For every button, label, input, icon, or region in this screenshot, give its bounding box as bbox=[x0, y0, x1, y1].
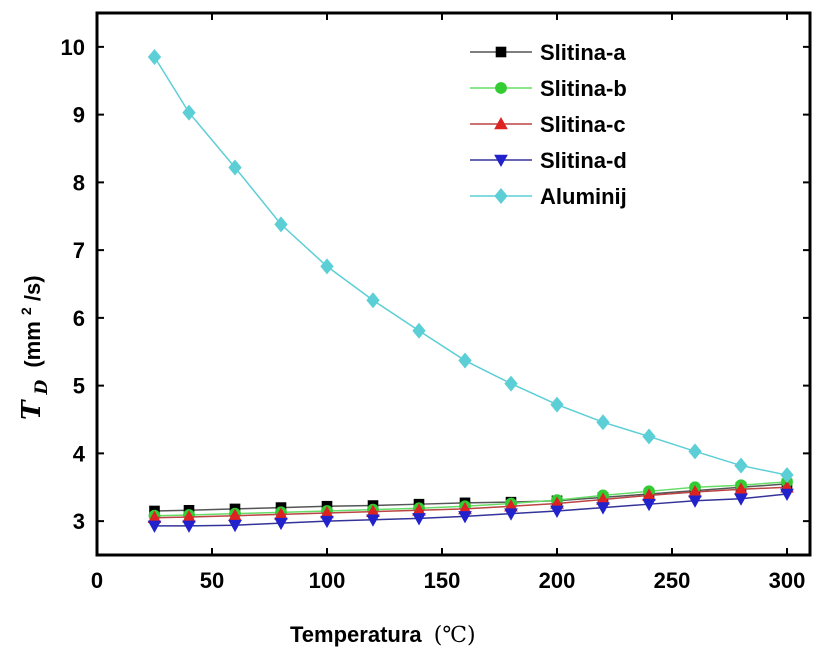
y-axis-title: T D (mm 2 /s) bbox=[11, 275, 52, 420]
data-point bbox=[274, 517, 288, 531]
x-axis-unit: (℃) bbox=[434, 623, 476, 648]
data-point bbox=[182, 520, 196, 533]
data-point bbox=[458, 352, 472, 369]
y-tick-label: 10 bbox=[61, 35, 85, 60]
legend-item: Slitina-a bbox=[470, 40, 626, 65]
data-point bbox=[147, 520, 162, 533]
data-point bbox=[228, 159, 242, 176]
x-tick-label: 200 bbox=[539, 568, 576, 593]
legend: Slitina-a Slitina-b Slitina-c Slitina-d Alum… bbox=[470, 40, 627, 209]
data-point bbox=[642, 428, 656, 445]
data-point bbox=[688, 443, 702, 460]
data-point bbox=[320, 515, 334, 529]
y-axis-subscript: D bbox=[32, 380, 52, 396]
y-tick-label: 6 bbox=[73, 306, 85, 331]
y-tick-label: 8 bbox=[73, 170, 85, 195]
data-point bbox=[596, 414, 610, 431]
series-slitina-d bbox=[147, 488, 794, 533]
y-axis: 3 4 5 6 7 8 9 10 bbox=[61, 35, 810, 534]
data-point bbox=[147, 49, 162, 66]
data-point bbox=[366, 292, 380, 309]
data-point bbox=[458, 511, 472, 524]
data-point bbox=[366, 514, 380, 527]
data-point bbox=[274, 216, 288, 233]
x-tick-label: 50 bbox=[200, 568, 224, 593]
x-tick-label: 300 bbox=[769, 568, 806, 593]
y-tick-label: 7 bbox=[73, 238, 85, 263]
data-point bbox=[412, 322, 426, 339]
x-axis: 0 50 100 150 200 250 300 bbox=[91, 13, 805, 593]
legend-marker bbox=[494, 154, 508, 168]
legend-item: Aluminij bbox=[470, 184, 627, 209]
data-point bbox=[228, 519, 242, 533]
y-tick-label: 3 bbox=[73, 509, 85, 534]
data-point bbox=[412, 513, 426, 526]
legend-marker bbox=[495, 46, 507, 58]
data-point bbox=[182, 104, 196, 121]
data-point bbox=[550, 505, 564, 518]
x-tick-label: 150 bbox=[424, 568, 461, 593]
data-point bbox=[688, 495, 702, 508]
series-aluminij bbox=[147, 49, 794, 484]
y-tick-label: 9 bbox=[73, 103, 85, 128]
data-point bbox=[550, 396, 564, 413]
legend-label: Slitina-b bbox=[540, 76, 627, 101]
x-axis-title: Temperatura (℃) bbox=[290, 622, 476, 648]
y-tick-label: 4 bbox=[73, 441, 86, 466]
x-tick-label: 250 bbox=[654, 568, 691, 593]
legend-label: Slitina-a bbox=[540, 40, 626, 65]
y-tick-label: 5 bbox=[73, 374, 85, 399]
plot-frame bbox=[95, 11, 812, 557]
legend-label: Slitina-d bbox=[540, 148, 627, 173]
legend-marker bbox=[494, 116, 508, 130]
data-point bbox=[504, 508, 518, 521]
x-axis-title-text: Temperatura bbox=[290, 622, 422, 647]
legend-item: Slitina-c bbox=[470, 112, 626, 137]
data-point bbox=[504, 375, 518, 392]
plot-area bbox=[147, 49, 794, 533]
legend-item: Slitina-b bbox=[470, 76, 627, 101]
y-axis-unit-sup: 2 bbox=[18, 307, 34, 315]
legend-label: Aluminij bbox=[540, 184, 627, 209]
legend-marker bbox=[495, 82, 507, 94]
data-point bbox=[734, 493, 748, 506]
y-axis-unit-prefix: (mm bbox=[20, 321, 45, 367]
x-tick-label: 0 bbox=[91, 568, 103, 593]
x-tick-label: 100 bbox=[309, 568, 346, 593]
y-axis-unit-suffix: /s) bbox=[20, 275, 45, 301]
legend-item: Slitina-d bbox=[470, 148, 627, 173]
data-point bbox=[734, 457, 748, 474]
legend-label: Slitina-c bbox=[540, 112, 626, 137]
data-point bbox=[780, 467, 794, 484]
data-point bbox=[642, 498, 656, 512]
data-point bbox=[780, 488, 794, 502]
y-axis-symbol: T bbox=[17, 399, 47, 420]
data-point bbox=[320, 258, 334, 275]
data-point bbox=[596, 502, 610, 515]
series-line bbox=[153, 56, 788, 476]
legend-marker bbox=[494, 188, 508, 204]
